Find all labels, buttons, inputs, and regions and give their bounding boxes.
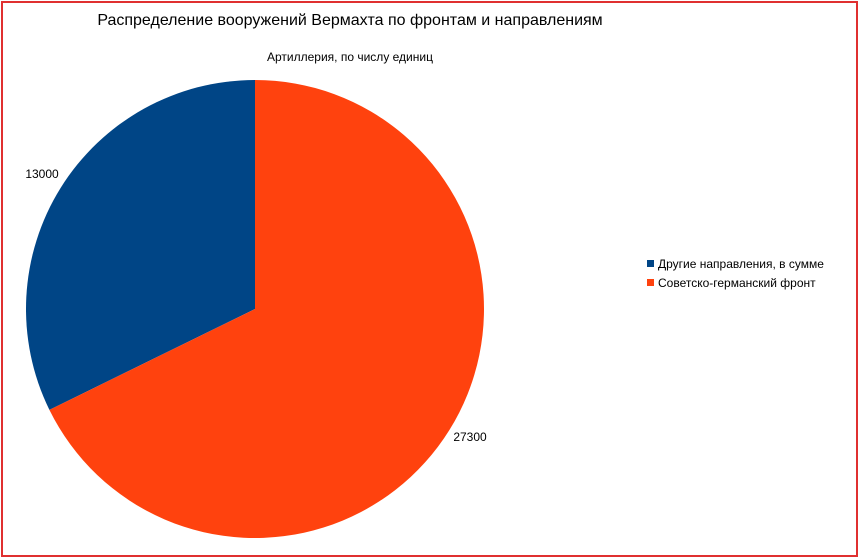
legend-swatch bbox=[647, 260, 654, 267]
slice-value-label: 27300 bbox=[453, 430, 487, 444]
chart-subtitle: Артиллерия, по числу единиц bbox=[267, 50, 433, 64]
chart-title: Распределение вооружений Вермахта по фро… bbox=[97, 12, 603, 29]
legend-item: Советско-германский фронт bbox=[647, 273, 824, 292]
legend-label: Советско-германский фронт bbox=[658, 275, 816, 290]
slice-value-label: 13000 bbox=[25, 167, 59, 181]
pie-slice bbox=[49, 80, 484, 538]
legend-label: Другие направления, в сумме bbox=[658, 256, 824, 271]
legend-swatch bbox=[647, 279, 654, 286]
pie-slice bbox=[26, 80, 256, 410]
legend-item: Другие направления, в сумме bbox=[647, 254, 824, 273]
legend: Другие направления, в сумме Советско-гер… bbox=[647, 254, 824, 292]
